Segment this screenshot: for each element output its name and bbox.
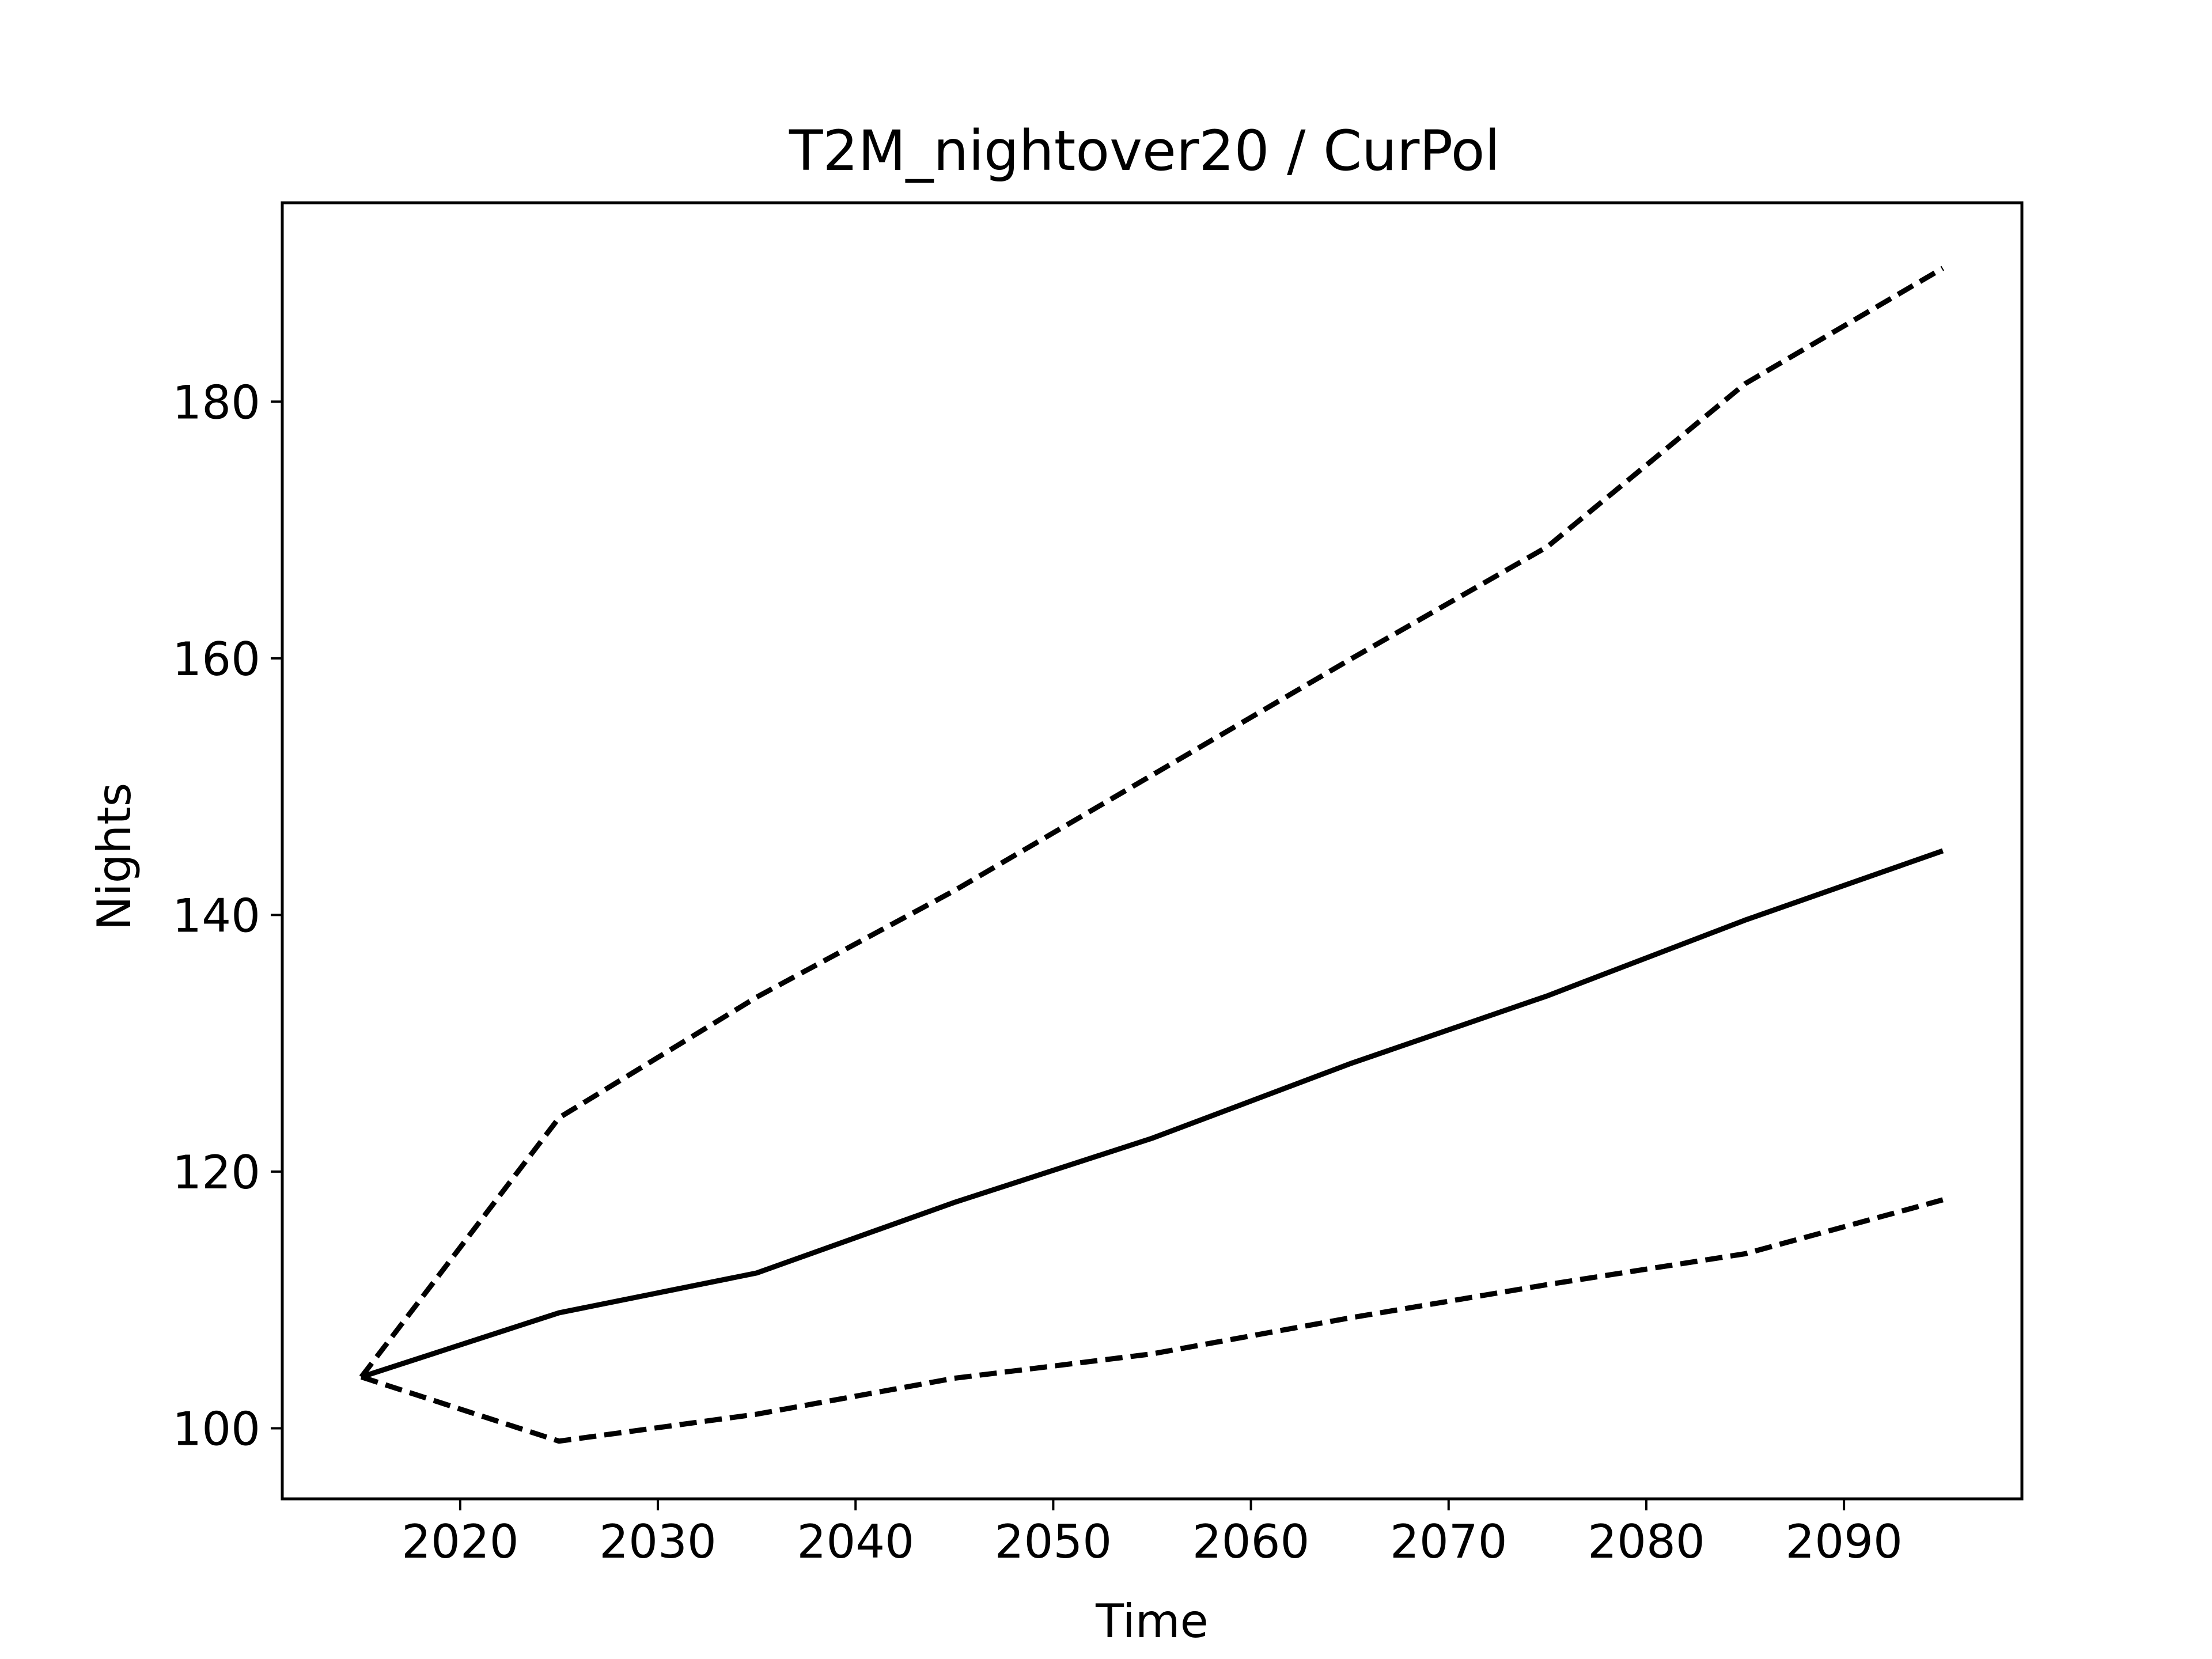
series-line-1 [359, 266, 1944, 1379]
x-tick-label: 2070 [1390, 1515, 1508, 1569]
x-tick-label: 2020 [402, 1515, 519, 1569]
x-tick-label: 2060 [1192, 1515, 1310, 1569]
series-line-2 [360, 1197, 1944, 1444]
chart-title: T2M_nightover20 / CurPol [789, 119, 1500, 183]
plot-area-frame [281, 201, 2024, 1501]
y-tick-label: 120 [172, 1146, 260, 1199]
series-line-0 [360, 848, 1944, 1380]
y-tick-label: 100 [172, 1402, 260, 1456]
x-tick-label: 2050 [995, 1515, 1112, 1569]
x-tick-label: 2040 [797, 1515, 914, 1569]
y-axis: 100 120 140 160 180 [172, 376, 282, 1456]
x-tick-label: 2090 [1785, 1515, 1903, 1569]
series-layer [359, 266, 1944, 1444]
y-tick-label: 160 [172, 632, 260, 686]
x-tick-label: 2030 [599, 1515, 717, 1569]
x-axis-label: Time [1095, 1594, 1209, 1648]
y-tick-label: 140 [172, 889, 260, 942]
x-tick-label: 2080 [1588, 1515, 1705, 1569]
y-axis-label: Nights [88, 783, 141, 931]
y-tick-label: 180 [172, 376, 260, 429]
x-axis: 2020 2030 2040 2050 2060 2070 2080 2090 [402, 1499, 1903, 1569]
